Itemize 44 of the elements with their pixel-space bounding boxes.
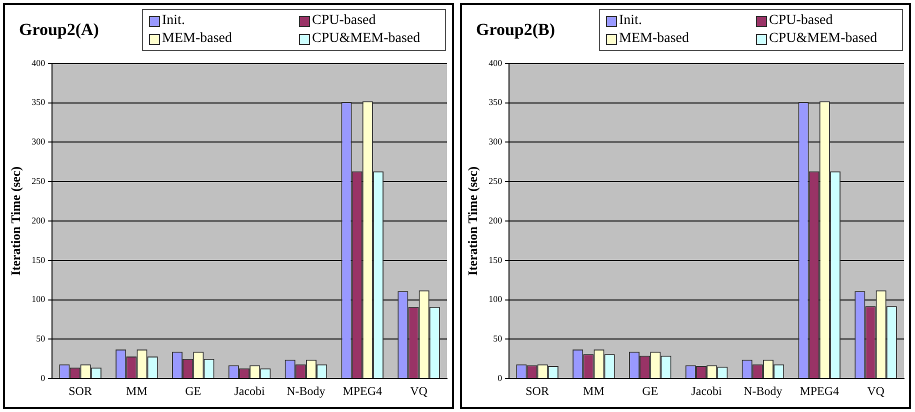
x-tick-label: SOR — [526, 384, 549, 398]
y-tick-label: 250 — [488, 176, 503, 186]
y-tick-label: 150 — [488, 254, 503, 265]
y-tick-label: 50 — [36, 334, 46, 344]
x-tick-label: MM — [583, 384, 605, 398]
y-tick-label: 250 — [32, 176, 46, 186]
x-tick-label: MPEG4 — [342, 384, 382, 398]
y-tick-label: 100 — [488, 294, 503, 304]
legend-label: MEM-based — [619, 30, 689, 48]
y-tick-label: 0 — [498, 372, 503, 383]
legend-label: CPU&MEM-based — [312, 30, 420, 48]
y-tick-label: 300 — [488, 136, 503, 147]
legend-label: CPU-based — [769, 12, 833, 30]
x-tick-label: N-Body — [286, 384, 326, 398]
y-tick-label: 50 — [493, 334, 503, 344]
y-tick-label: 200 — [32, 215, 46, 226]
x-tick-label: N-Body — [744, 384, 782, 398]
y-tick-label: 400 — [32, 58, 46, 68]
y-tick-label: 150 — [32, 254, 46, 265]
y-tick-label: 350 — [488, 97, 503, 108]
y-tick-label: 0 — [40, 372, 46, 383]
legend-label: CPU-based — [312, 12, 376, 30]
y-tick-label: 350 — [32, 97, 46, 108]
chart-title: Group2(B) — [476, 20, 556, 40]
chart-title: Group2(A) — [19, 20, 99, 40]
legend-label: CPU&MEM-based — [769, 30, 878, 48]
y-axis-title: Iteration Time (sec) — [8, 166, 24, 276]
y-tick-label: 400 — [488, 58, 503, 68]
x-tick-label: SOR — [68, 384, 92, 398]
y-tick-label: 300 — [32, 136, 46, 147]
legend-label: MEM-based — [162, 30, 232, 48]
x-tick-label: MM — [126, 384, 148, 398]
x-tick-label: GE — [185, 384, 202, 398]
x-tick-label: Jacobi — [234, 384, 266, 398]
x-tick-label: MPEG4 — [800, 384, 840, 398]
y-axis-title: Iteration Time (sec) — [465, 166, 480, 276]
y-tick-label: 200 — [488, 215, 503, 226]
y-tick-label: 100 — [32, 294, 46, 304]
x-tick-label: VQ — [867, 384, 885, 398]
x-tick-label: GE — [642, 384, 658, 398]
x-tick-label: Jacobi — [691, 384, 723, 398]
legend-label: Init. — [619, 12, 642, 30]
x-tick-label: VQ — [410, 384, 428, 398]
legend-label: Init. — [162, 12, 185, 30]
